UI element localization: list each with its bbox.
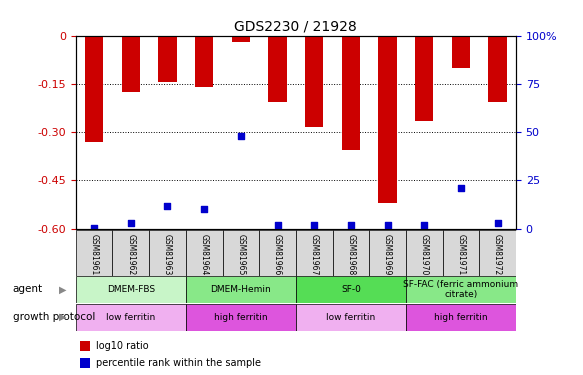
Point — [163, 202, 172, 208]
Text: GSM81962: GSM81962 — [127, 234, 135, 275]
Text: SF-0: SF-0 — [341, 285, 361, 294]
Text: GSM81969: GSM81969 — [383, 234, 392, 275]
Bar — [231, 36, 250, 42]
FancyBboxPatch shape — [223, 230, 259, 276]
Text: low ferritin: low ferritin — [106, 313, 156, 322]
Bar — [305, 36, 324, 128]
FancyBboxPatch shape — [296, 304, 406, 331]
Point — [493, 220, 503, 226]
FancyBboxPatch shape — [186, 276, 296, 303]
Bar — [342, 36, 360, 150]
Text: GSM81970: GSM81970 — [420, 234, 429, 275]
FancyBboxPatch shape — [259, 230, 296, 276]
Text: high ferritin: high ferritin — [214, 313, 268, 322]
Point — [126, 220, 135, 226]
Text: GSM81972: GSM81972 — [493, 234, 502, 275]
FancyBboxPatch shape — [76, 230, 113, 276]
Bar — [85, 36, 103, 142]
FancyBboxPatch shape — [296, 230, 332, 276]
FancyBboxPatch shape — [186, 304, 296, 331]
Text: high ferritin: high ferritin — [434, 313, 488, 322]
FancyBboxPatch shape — [113, 230, 149, 276]
Title: GDS2230 / 21928: GDS2230 / 21928 — [234, 19, 357, 33]
Point — [310, 222, 319, 228]
Point — [346, 222, 356, 228]
Text: GSM81968: GSM81968 — [346, 234, 356, 275]
FancyBboxPatch shape — [406, 230, 442, 276]
Text: GSM81964: GSM81964 — [199, 234, 209, 275]
Text: DMEM-Hemin: DMEM-Hemin — [210, 285, 271, 294]
Text: GSM81963: GSM81963 — [163, 234, 172, 275]
Bar — [268, 36, 287, 102]
Bar — [415, 36, 433, 121]
FancyBboxPatch shape — [479, 230, 516, 276]
Point — [236, 133, 245, 139]
FancyBboxPatch shape — [442, 230, 479, 276]
Text: GSM81967: GSM81967 — [310, 234, 319, 275]
FancyBboxPatch shape — [406, 304, 516, 331]
Bar — [378, 36, 397, 203]
Text: DMEM-FBS: DMEM-FBS — [107, 285, 155, 294]
Text: agent: agent — [13, 285, 43, 294]
FancyBboxPatch shape — [186, 230, 223, 276]
FancyBboxPatch shape — [149, 230, 186, 276]
Bar — [80, 340, 90, 351]
Text: log10 ratio: log10 ratio — [96, 340, 148, 351]
Text: GSM81961: GSM81961 — [90, 234, 99, 275]
Text: percentile rank within the sample: percentile rank within the sample — [96, 358, 261, 368]
Point — [456, 185, 466, 191]
Point — [89, 225, 99, 231]
Text: ▶: ▶ — [59, 312, 66, 322]
Text: ▶: ▶ — [59, 285, 66, 294]
Bar — [122, 36, 140, 92]
FancyBboxPatch shape — [369, 230, 406, 276]
FancyBboxPatch shape — [406, 276, 516, 303]
Point — [199, 206, 209, 212]
Text: low ferritin: low ferritin — [326, 313, 375, 322]
Text: GSM81966: GSM81966 — [273, 234, 282, 275]
FancyBboxPatch shape — [76, 304, 186, 331]
Text: growth protocol: growth protocol — [13, 312, 95, 322]
Point — [273, 222, 282, 228]
Bar — [80, 358, 90, 368]
Bar — [159, 36, 177, 82]
Bar — [452, 36, 470, 68]
Text: SF-FAC (ferric ammonium
citrate): SF-FAC (ferric ammonium citrate) — [403, 280, 518, 299]
Point — [383, 222, 392, 228]
FancyBboxPatch shape — [332, 230, 369, 276]
Text: GSM81971: GSM81971 — [456, 234, 465, 275]
Point — [420, 222, 429, 228]
FancyBboxPatch shape — [296, 276, 406, 303]
Bar — [489, 36, 507, 102]
Text: GSM81965: GSM81965 — [236, 234, 245, 275]
FancyBboxPatch shape — [76, 276, 186, 303]
Bar — [195, 36, 213, 87]
